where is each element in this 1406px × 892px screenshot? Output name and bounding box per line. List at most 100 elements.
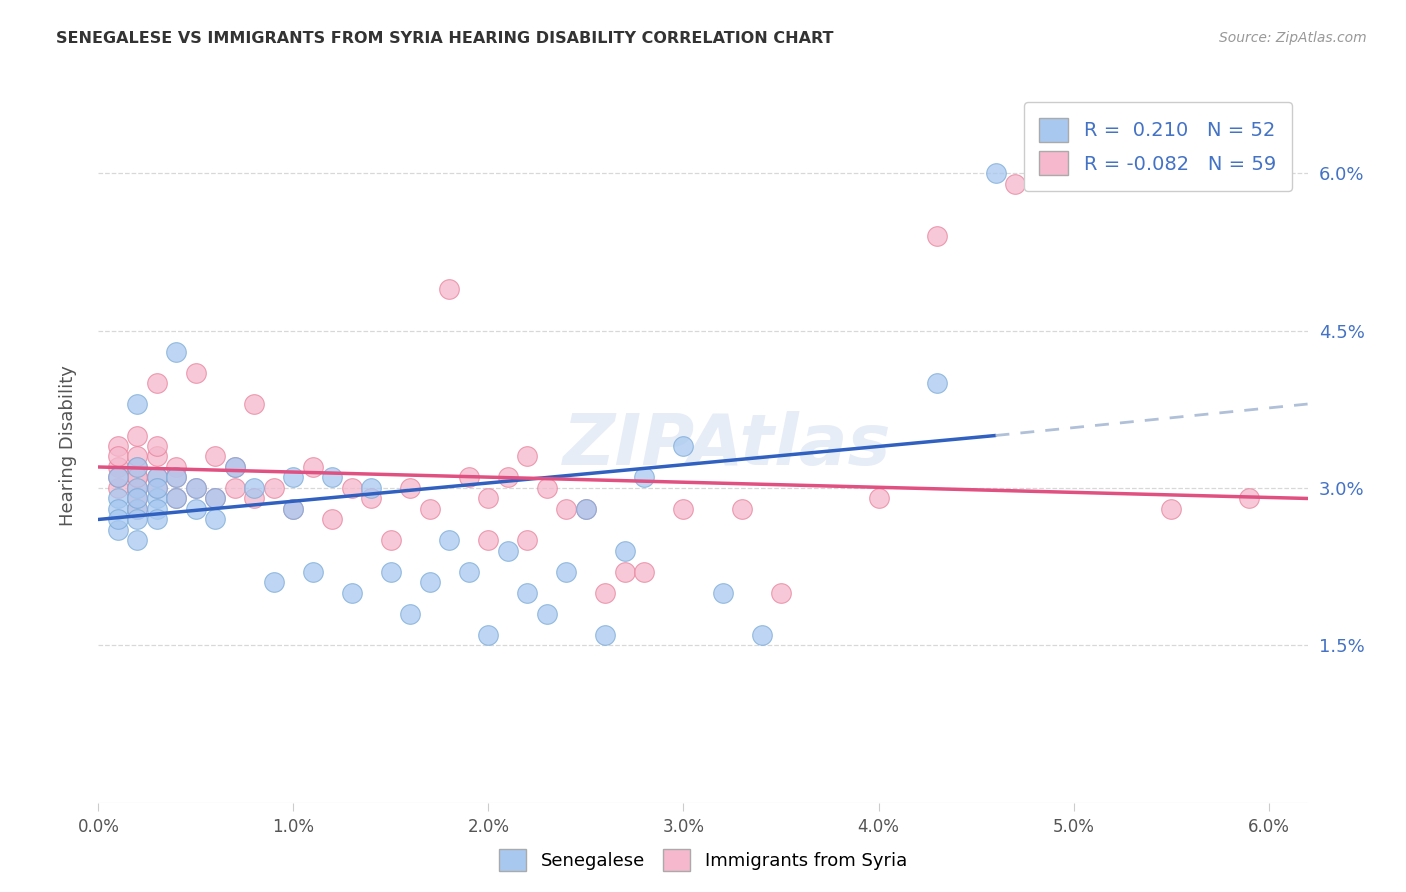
Point bbox=[868, 491, 890, 506]
Point bbox=[711, 586, 734, 600]
Point bbox=[146, 439, 169, 453]
Point bbox=[516, 533, 538, 548]
Point bbox=[146, 450, 169, 464]
Point bbox=[458, 470, 481, 484]
Point bbox=[127, 481, 149, 495]
Point bbox=[184, 481, 207, 495]
Point bbox=[184, 502, 207, 516]
Point bbox=[380, 565, 402, 579]
Point bbox=[614, 565, 637, 579]
Point bbox=[127, 512, 149, 526]
Point bbox=[127, 491, 149, 506]
Point bbox=[127, 481, 149, 495]
Point bbox=[127, 470, 149, 484]
Point bbox=[555, 502, 578, 516]
Point bbox=[595, 628, 617, 642]
Point bbox=[360, 481, 382, 495]
Point bbox=[127, 491, 149, 506]
Point bbox=[204, 450, 226, 464]
Point bbox=[107, 523, 129, 537]
Point bbox=[107, 470, 129, 484]
Point bbox=[165, 491, 187, 506]
Point bbox=[204, 491, 226, 506]
Point bbox=[731, 502, 754, 516]
Point bbox=[107, 470, 129, 484]
Point bbox=[477, 533, 499, 548]
Point bbox=[146, 481, 169, 495]
Point bbox=[127, 533, 149, 548]
Point bbox=[458, 565, 481, 579]
Point bbox=[283, 502, 305, 516]
Point bbox=[165, 470, 187, 484]
Point bbox=[1160, 502, 1182, 516]
Point bbox=[107, 502, 129, 516]
Point bbox=[127, 470, 149, 484]
Point bbox=[146, 470, 169, 484]
Point bbox=[496, 470, 519, 484]
Point bbox=[536, 607, 558, 621]
Point bbox=[516, 586, 538, 600]
Point bbox=[595, 586, 617, 600]
Point bbox=[107, 481, 129, 495]
Point bbox=[399, 607, 422, 621]
Point bbox=[165, 470, 187, 484]
Point bbox=[224, 481, 246, 495]
Point bbox=[165, 491, 187, 506]
Point bbox=[1004, 177, 1026, 191]
Point bbox=[380, 533, 402, 548]
Point bbox=[536, 481, 558, 495]
Point bbox=[146, 512, 169, 526]
Point bbox=[360, 491, 382, 506]
Point bbox=[127, 397, 149, 411]
Text: Source: ZipAtlas.com: Source: ZipAtlas.com bbox=[1219, 31, 1367, 45]
Point bbox=[204, 512, 226, 526]
Point bbox=[146, 491, 169, 506]
Point bbox=[165, 460, 187, 475]
Y-axis label: Hearing Disability: Hearing Disability bbox=[59, 366, 77, 526]
Point bbox=[243, 481, 266, 495]
Point bbox=[263, 575, 285, 590]
Point bbox=[283, 502, 305, 516]
Legend: R =  0.210   N = 52, R = -0.082   N = 59: R = 0.210 N = 52, R = -0.082 N = 59 bbox=[1024, 103, 1292, 191]
Point bbox=[243, 397, 266, 411]
Point bbox=[575, 502, 598, 516]
Text: SENEGALESE VS IMMIGRANTS FROM SYRIA HEARING DISABILITY CORRELATION CHART: SENEGALESE VS IMMIGRANTS FROM SYRIA HEAR… bbox=[56, 31, 834, 46]
Point bbox=[127, 428, 149, 442]
Point bbox=[399, 481, 422, 495]
Point bbox=[633, 470, 655, 484]
Point bbox=[496, 544, 519, 558]
Point bbox=[439, 282, 461, 296]
Point bbox=[127, 460, 149, 475]
Point bbox=[107, 491, 129, 506]
Point bbox=[477, 628, 499, 642]
Point bbox=[184, 366, 207, 380]
Point bbox=[477, 491, 499, 506]
Point bbox=[127, 450, 149, 464]
Point bbox=[614, 544, 637, 558]
Point bbox=[555, 565, 578, 579]
Point bbox=[516, 450, 538, 464]
Point bbox=[146, 502, 169, 516]
Point bbox=[751, 628, 773, 642]
Point bbox=[263, 481, 285, 495]
Point bbox=[439, 533, 461, 548]
Point bbox=[1237, 491, 1260, 506]
Point bbox=[224, 460, 246, 475]
Point bbox=[127, 502, 149, 516]
Point bbox=[224, 460, 246, 475]
Point bbox=[672, 439, 695, 453]
Point bbox=[925, 376, 948, 390]
Point bbox=[633, 565, 655, 579]
Point bbox=[243, 491, 266, 506]
Point bbox=[575, 502, 598, 516]
Point bbox=[165, 344, 187, 359]
Point bbox=[204, 491, 226, 506]
Point bbox=[127, 502, 149, 516]
Point bbox=[107, 512, 129, 526]
Point bbox=[127, 460, 149, 475]
Point bbox=[146, 376, 169, 390]
Point bbox=[146, 481, 169, 495]
Point bbox=[340, 481, 363, 495]
Point bbox=[672, 502, 695, 516]
Point bbox=[302, 460, 325, 475]
